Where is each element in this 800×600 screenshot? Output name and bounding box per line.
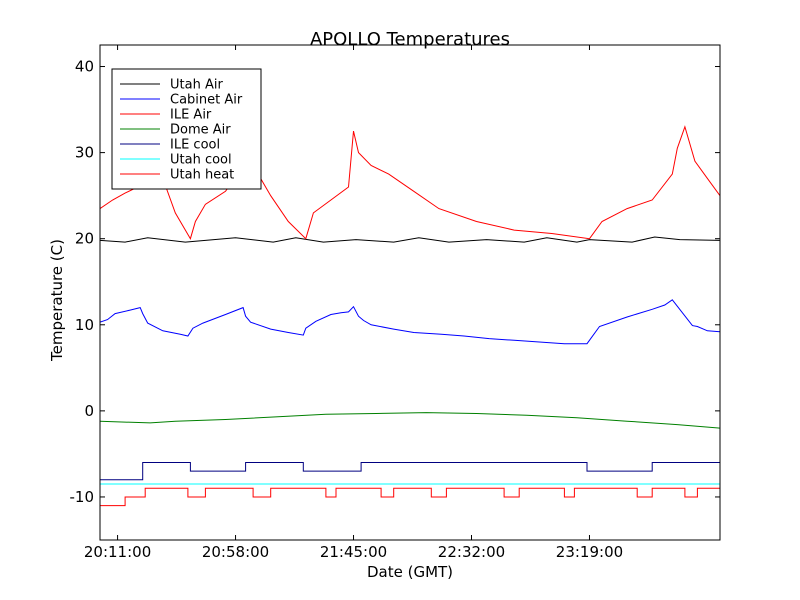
x-tick-label: 23:19:00 bbox=[556, 543, 623, 561]
legend-entry: Dome Air bbox=[170, 123, 231, 138]
legend-entry: ILE cool bbox=[170, 138, 220, 153]
x-tick-label: 20:11:00 bbox=[84, 543, 151, 561]
series-layer bbox=[100, 125, 720, 507]
y-tick-label: 30 bbox=[75, 144, 94, 162]
chart-title: APOLLO Temperatures bbox=[310, 29, 510, 50]
legend-entry: Utah heat bbox=[170, 168, 234, 183]
y-tick-label: 0 bbox=[84, 402, 94, 420]
x-tick-label: 21:45:00 bbox=[320, 543, 387, 561]
y-tick-label: 40 bbox=[75, 58, 94, 76]
legend-entry: Utah Air bbox=[170, 78, 223, 93]
legend-entry: Cabinet Air bbox=[170, 93, 243, 108]
series-line-ile-cool bbox=[100, 462, 720, 481]
series-line-utah-heat bbox=[100, 487, 720, 507]
y-tick-label: 20 bbox=[75, 230, 94, 248]
legend-entry: Utah cool bbox=[170, 153, 232, 168]
series-line-cabinet-air bbox=[100, 299, 720, 345]
y-axis-label: Temperature (C) bbox=[48, 239, 66, 362]
series-line-ile-air bbox=[100, 125, 720, 240]
y-tick-label: -10 bbox=[70, 488, 95, 506]
series-line-dome-air bbox=[100, 412, 720, 429]
legend-entry: ILE Air bbox=[170, 108, 212, 123]
y-tick-label: 10 bbox=[75, 316, 94, 334]
x-axis-label: Date (GMT) bbox=[367, 563, 453, 581]
ticks-layer: 20:11:00 20:58:00 21:45:00 22:32:00 23:19:00… bbox=[70, 45, 720, 561]
plot-frame bbox=[99, 44, 721, 541]
x-tick-label: 22:32:00 bbox=[438, 543, 505, 561]
series-line-utah-air bbox=[100, 236, 720, 243]
x-tick-label: 20:58:00 bbox=[202, 543, 269, 561]
